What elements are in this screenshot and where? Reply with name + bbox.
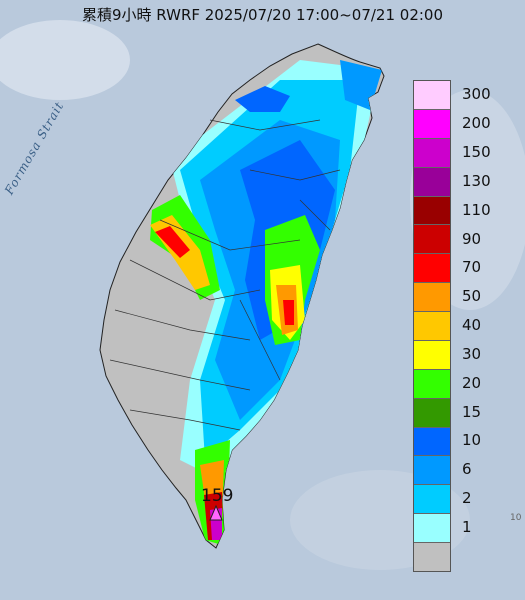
legend-swatch (414, 456, 450, 486)
max-marker-icon (209, 504, 223, 521)
legend-swatch (414, 312, 450, 341)
legend-label: 20 (462, 373, 482, 392)
legend-swatch (414, 543, 450, 571)
rain-zone-70mm (283, 300, 294, 325)
legend-swatch (414, 81, 450, 110)
edge-mark: 10 (510, 513, 522, 523)
legend-swatch (414, 225, 450, 255)
rainfall-layer (150, 60, 382, 545)
legend-label: 50 (462, 287, 482, 306)
cloud-patch (0, 20, 130, 100)
color-legend (413, 80, 451, 572)
legend-label (462, 541, 491, 570)
legend-label: 40 (462, 316, 482, 335)
legend-label: 30 (462, 344, 482, 363)
legend-label: 15 (462, 402, 482, 421)
legend-label: 200 (462, 114, 491, 133)
legend-swatch (414, 485, 450, 515)
legend-swatch (414, 427, 450, 457)
legend-label: 300 (462, 85, 491, 104)
legend-label: 150 (462, 143, 491, 162)
max-rainfall-value: 159 (201, 486, 234, 506)
legend-swatch (414, 138, 450, 168)
legend-label: 10 (462, 431, 482, 450)
legend-label: 110 (462, 200, 491, 219)
legend-label: 90 (462, 229, 482, 248)
legend-label: 2 (462, 489, 472, 507)
legend-swatch (414, 167, 450, 197)
legend-swatch (414, 196, 450, 226)
legend-swatch (414, 340, 450, 370)
legend-swatch (414, 398, 450, 428)
legend-label: 1 (462, 517, 472, 536)
legend-swatch (414, 514, 450, 543)
legend-label: 130 (462, 171, 491, 190)
rain-zone-north (235, 86, 290, 112)
legend-swatch (414, 254, 450, 284)
river-basins (109, 119, 341, 431)
legend-swatch (414, 109, 450, 139)
color-legend-labels: 300 200 150 130 110 90 70 50 40 30 20 15 10 6 2 1 (462, 80, 491, 570)
legend-swatch (414, 283, 450, 312)
rain-zone-west-70mm (155, 226, 190, 258)
map-title: 累積9小時 RWRF 2025/07/20 17:00~07/21 02:00 (81, 6, 444, 24)
legend-swatch (414, 369, 450, 399)
legend-label: 70 (462, 258, 482, 277)
legend-label: 6 (462, 460, 472, 479)
